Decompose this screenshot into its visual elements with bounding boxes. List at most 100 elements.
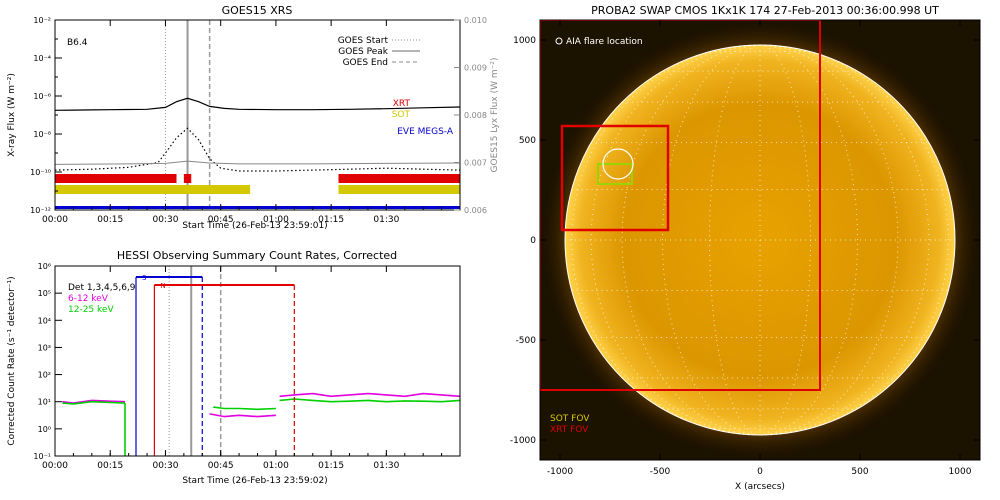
grid-longitude: [759, 44, 949, 436]
flare-legend-circle: [555, 37, 563, 45]
swap-xtick-label: -500: [650, 467, 671, 477]
goes-y2tick-label: 0.007: [464, 159, 487, 168]
goes-xtick-label: 00:15: [97, 215, 123, 225]
fov-boxes: [540, 20, 821, 391]
hessi-legend-det: Det 1,3,4,5,6,9: [68, 283, 136, 293]
swap-xtick-label: 500: [851, 467, 868, 477]
goes-xtick-label: 01:30: [373, 215, 399, 225]
goes-ytick-label: 10⁻¹⁰: [30, 168, 51, 177]
swap-panel: PROBA2 SWAP CMOS 1Kx1K 174 27-Feb-2013 0…: [510, 4, 981, 492]
goes-long-line: [55, 97, 460, 111]
goes-label-sot: SOT: [392, 110, 411, 120]
goes-xtick-label: 00:00: [42, 215, 68, 225]
hessi-series: [62, 392, 460, 456]
goes-y-axis: 10⁻¹² 10⁻¹⁰ 10⁻⁸ 10⁻⁶ 10⁻⁴ 10⁻²: [30, 16, 62, 215]
hessi-12-25-kev-line: [62, 400, 126, 405]
goes-y2tick-label: 0.009: [464, 64, 487, 73]
hessi-legend: Det 1,3,4,5,6,9 6-12 keV 12-25 keV: [68, 283, 136, 315]
goes-y2label: GOES15 Lyx Flux (W m⁻²): [490, 58, 500, 173]
hessi-y-axis: 10⁻¹ 10⁰ 10¹ 10² 10³ 10⁴ 10⁵ 10⁶: [33, 262, 62, 461]
grid-longitude: [709, 44, 761, 436]
goes-ytick-label: 10⁻²: [33, 16, 51, 25]
coverage-xrt: [338, 174, 460, 183]
hessi-ytick-label: 10⁻¹: [33, 452, 51, 461]
hessi-legend-high: 12-25 keV: [68, 305, 114, 315]
goes-legend-peak: GOES Peak: [338, 47, 388, 57]
goes-y2tick-label: 0.010: [464, 16, 487, 25]
swap-x-axis: -1000 -500 0 500 1000: [547, 20, 972, 477]
sun-limb: [564, 44, 956, 436]
hessi-xtick-label: 01:15: [318, 461, 344, 471]
swap-ytick-label: 1000: [513, 36, 536, 46]
hessi-xtick-label: 00:00: [42, 461, 68, 471]
coverage-sot: [338, 185, 460, 194]
goes-ytick-label: 10⁻⁸: [33, 130, 51, 139]
swap-y-axis: -1000 -500 0 500 1000: [510, 36, 980, 446]
goes-xtick-label: 01:15: [318, 215, 344, 225]
hessi-title: HESSI Observing Summary Count Rates, Cor…: [117, 249, 397, 262]
hessi-ytick-label: 10⁵: [38, 289, 51, 298]
hessi-xtick-label: 01:00: [263, 461, 289, 471]
goes-ylabel: X-ray Flux (W m⁻²): [7, 73, 17, 157]
goes-ytick-label: 10⁻¹²: [30, 206, 51, 215]
hessi-ytick-label: 10⁶: [38, 262, 51, 271]
goes-lyx-line: [55, 160, 460, 165]
xrt-fov-box: [560, 124, 670, 232]
hessi-legend-low: 6-12 keV: [68, 294, 109, 304]
sot-fov-box: [597, 163, 633, 185]
goes-xtick-label: 00:30: [152, 215, 178, 225]
goes-panel: GOES15 XRS 00:00 00:15 00:30 00:45 01:00 01:1…: [7, 4, 500, 231]
goes-label-eve: EVE MEGS-A: [397, 127, 454, 137]
hessi-ytick-label: 10³: [38, 343, 51, 352]
goes-ytick-label: 10⁻⁶: [33, 92, 51, 101]
hessi-6-12-kev-line: [62, 399, 126, 404]
hessi-xlabel: Start Time (26-Feb-13 23:59:02): [182, 476, 327, 486]
goes-xtick-label: 01:00: [263, 215, 289, 225]
hessi-6-12-kev-line: [209, 413, 276, 418]
hessi-12-25-kev-line: [279, 398, 460, 403]
swap-ytick-label: 0: [530, 236, 536, 246]
hessi-flag-label: S: [142, 274, 147, 282]
swap-xlabel: X (arcsecs): [735, 482, 785, 492]
coverage-sot: [55, 185, 251, 194]
goes-series: [55, 97, 460, 172]
hessi-event-lines: [168, 266, 222, 456]
hessi-xtick-label: 01:30: [373, 461, 399, 471]
hessi-xtick-label: 00:30: [152, 461, 178, 471]
grid-longitude: [571, 44, 761, 436]
goes-coverage-bars: [55, 174, 460, 209]
goes-class-label: B6.4: [67, 38, 88, 48]
hessi-ytick-label: 10⁰: [38, 425, 51, 434]
coverage-xrt: [55, 174, 177, 183]
coverage-xrt: [183, 174, 192, 183]
flare-location-circle: [602, 148, 634, 180]
xrt-fov-box: [540, 20, 821, 391]
swap-ytick-label: 500: [519, 136, 536, 146]
heliographic-grid: [565, 44, 955, 436]
hessi-xtick-label: 00:45: [208, 461, 234, 471]
hessi-ytick-label: 10²: [38, 371, 51, 380]
hessi-ylabel: Corrected Count Rate (s⁻¹ detector⁻¹): [7, 276, 17, 445]
goes-legend-end: GOES End: [343, 58, 388, 68]
hessi-flag-label: N: [160, 282, 165, 290]
hessi-xtick-label: 00:15: [97, 461, 123, 471]
hessi-panel: HESSI Observing Summary Count Rates, Cor…: [7, 249, 461, 486]
goes-y2tick-label: 0.006: [464, 206, 487, 215]
goes-instrument-labels: XRT SOT EVE MEGS-A: [392, 99, 454, 137]
hessi-12-25-kev-line: [213, 406, 276, 411]
goes-legend-start: GOES Start: [338, 36, 389, 46]
hessi-x-axis: 00:00 00:15 00:30 00:45 01:00 01:15 01:30: [42, 266, 461, 471]
hessi-flags: SN: [135, 274, 295, 456]
goes-x-axis: 00:00 00:15 00:30 00:45 01:00 01:15 01:30: [42, 20, 461, 225]
hessi-6-12-kev-line: [279, 392, 460, 398]
swap-title: PROBA2 SWAP CMOS 1Kx1K 174 27-Feb-2013 0…: [591, 4, 939, 17]
sot-fov-label: SOT FOV: [550, 414, 590, 424]
goes-xlabel: Start Time (26-Feb-13 23:59:01): [182, 221, 327, 231]
goes-title: GOES15 XRS: [222, 4, 293, 17]
goes-y2-axis: 0.006 0.007 0.008 0.009 0.010: [454, 16, 487, 215]
grid-longitude: [759, 44, 811, 436]
goes-xtick-label: 00:45: [208, 215, 234, 225]
xrt-fov-label: XRT FOV: [550, 425, 589, 435]
goes-legend: GOES Start GOES Peak GOES End: [338, 36, 420, 68]
